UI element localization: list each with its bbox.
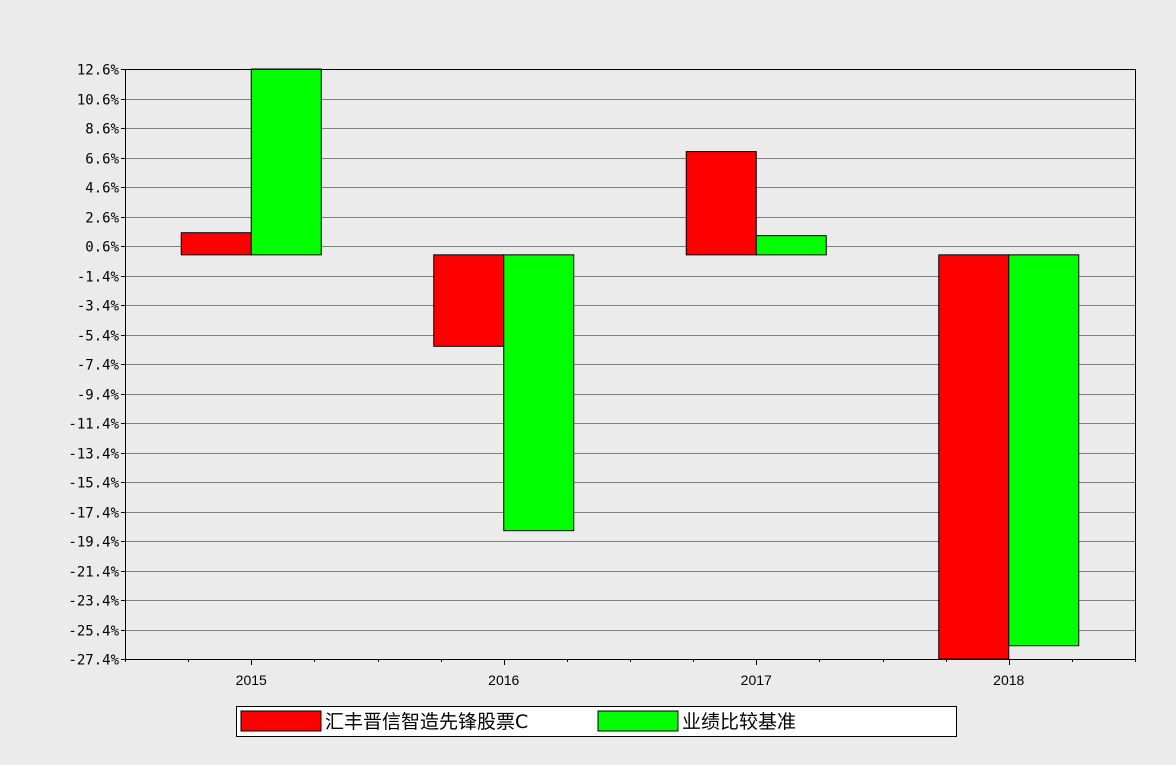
bar-2017-series-1 — [755, 235, 827, 256]
y-tick-label: 6.6% — [85, 152, 119, 168]
y-tick-label: -15.4% — [68, 476, 119, 492]
y-tick-label: -17.4% — [68, 506, 119, 522]
x-axis-ticks: 2015 2016 2017 2018 — [236, 672, 1025, 688]
y-tick-label: 8.6% — [85, 122, 119, 138]
y-tick-label: -1.4% — [77, 270, 120, 286]
y-tick-label: -27.4% — [68, 653, 119, 669]
axes — [125, 69, 1136, 665]
bar-2015-series-0 — [180, 232, 252, 256]
y-tick-label: -5.4% — [77, 329, 120, 345]
y-tick-label: -9.4% — [77, 388, 120, 404]
y-axis-ticks: 12.6% 10.6% 8.6% 6.6% 4.6% 2.6% 0.6% -1.4% -3.4%… — [68, 63, 119, 669]
y-tick-label: 4.6% — [85, 181, 119, 197]
y-tick-label: -21.4% — [68, 565, 119, 581]
y-tick-label: -7.4% — [77, 358, 120, 374]
bar-2016-series-0 — [433, 254, 505, 347]
legend-swatch-0 — [240, 710, 322, 732]
bar-2016-series-1 — [503, 254, 575, 532]
legend-swatch-1 — [597, 710, 679, 732]
y-tick-label: -23.4% — [68, 594, 119, 610]
bar-2017-series-0 — [685, 151, 757, 256]
x-tick-label: 2018 — [993, 672, 1024, 688]
x-tick-label: 2017 — [741, 672, 772, 688]
y-tick-label: -11.4% — [68, 417, 119, 433]
legend-label-0: 汇丰晋信智造先锋股票C — [325, 711, 528, 733]
bars — [180, 68, 1080, 660]
bar-2018-series-1 — [1008, 254, 1080, 647]
y-tick-label: -25.4% — [68, 624, 119, 640]
y-tick-label: 0.6% — [85, 240, 119, 256]
y-tick-label: 2.6% — [85, 211, 119, 227]
y-tick-label: -3.4% — [77, 299, 120, 315]
y-tick-label: -19.4% — [68, 535, 119, 551]
y-tick-label: 10.6% — [77, 93, 120, 109]
legend-box — [236, 706, 957, 737]
legend: 汇丰晋信智造先锋股票C 业绩比较基准 — [236, 706, 957, 737]
bar-2018-series-0 — [938, 254, 1010, 660]
x-tick-label: 2016 — [488, 672, 519, 688]
x-tick-label: 2015 — [236, 672, 267, 688]
y-tick-label: -13.4% — [68, 447, 119, 463]
bar-2015-series-1 — [250, 68, 322, 256]
legend-label-1: 业绩比较基准 — [682, 711, 796, 733]
y-tick-label: 12.6% — [77, 63, 120, 79]
